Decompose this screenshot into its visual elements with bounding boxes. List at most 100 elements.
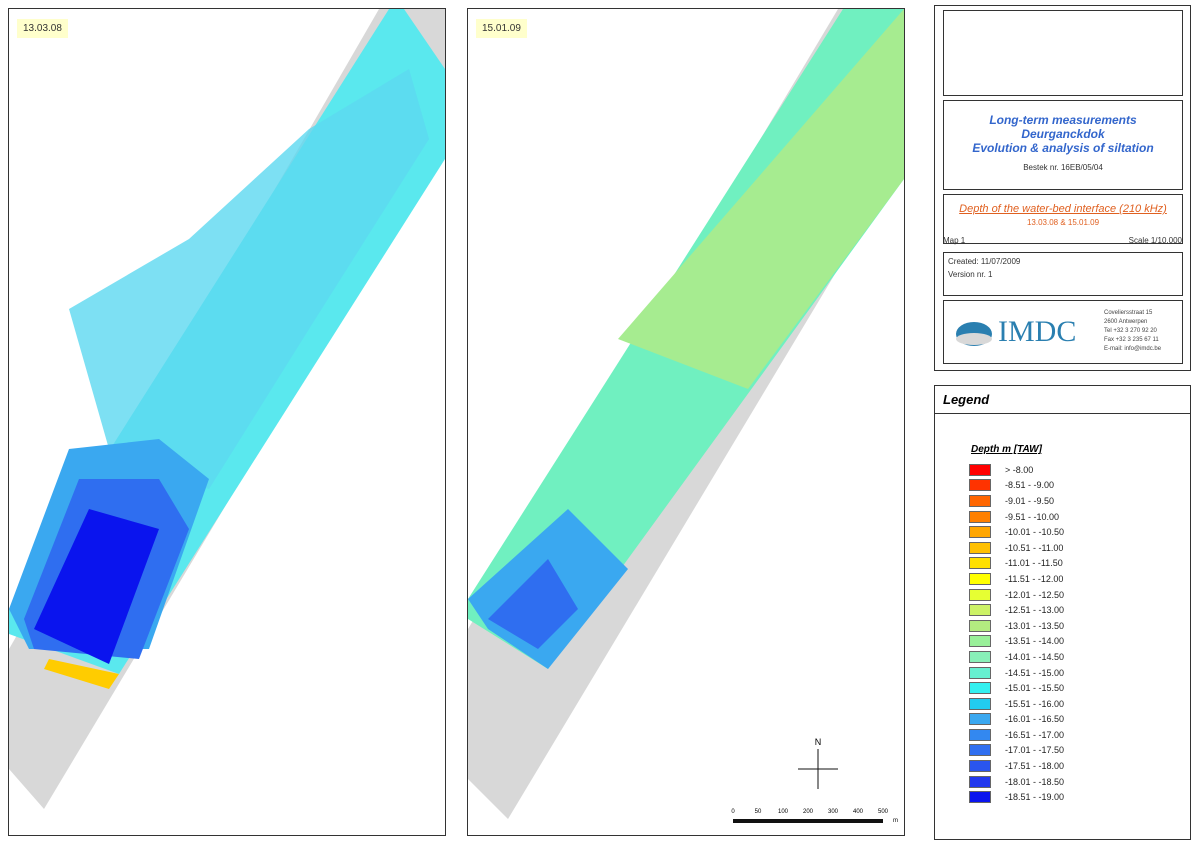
- address-line: Tel +32 3 270 92 20: [1104, 328, 1157, 334]
- scale-label: 300: [828, 809, 839, 815]
- legend-item: -12.51 - -13.00: [969, 602, 1064, 618]
- legend-item: -10.01 - -10.50: [969, 524, 1064, 540]
- company: IMDC: [998, 315, 1077, 348]
- legend-item: -13.51 - -14.00: [969, 634, 1064, 650]
- legend-swatch: [969, 463, 991, 476]
- legend-swatch: [969, 479, 991, 492]
- legend-swatch: [969, 494, 991, 507]
- legend-item: -16.51 - -17.00: [969, 727, 1064, 743]
- legend-label: -10.01 - -10.50: [1005, 527, 1065, 538]
- legend-label: -15.51 - -16.00: [1005, 698, 1065, 709]
- legend-label: -14.51 - -15.00: [1005, 667, 1065, 678]
- legend-label: -18.51 - -19.00: [1005, 792, 1065, 803]
- title-block: Long-term measurements Deurganckdok Evolut…: [934, 5, 1191, 371]
- legend-label: -13.51 - -14.00: [1005, 636, 1065, 647]
- legend-swatch: [969, 604, 991, 617]
- legend-item: -14.51 - -15.00: [969, 665, 1064, 681]
- version: Version nr. 1: [948, 270, 993, 279]
- legend-swatch: [969, 541, 991, 554]
- legend-swatch: [969, 775, 991, 788]
- map-number: Map 1: [943, 236, 966, 245]
- legend-item: -17.01 - -17.50: [969, 743, 1064, 759]
- legend-label: -12.51 - -13.00: [1005, 605, 1065, 616]
- legend-item: -10.51 - -11.00: [969, 540, 1064, 556]
- legend-label: -16.01 - -16.50: [1005, 714, 1065, 725]
- legend-item: -15.01 - -15.50: [969, 680, 1064, 696]
- legend-item: -16.01 - -16.50: [969, 712, 1064, 728]
- legend-label: -15.01 - -15.50: [1005, 683, 1065, 694]
- legend-label: -14.01 - -14.50: [1005, 651, 1065, 662]
- legend-swatch: [969, 557, 991, 570]
- legend-swatch: [969, 728, 991, 741]
- legend-swatch: [969, 713, 991, 726]
- legend-swatch: [969, 619, 991, 632]
- legend: Legend Depth m [TAW] > -8.00 -8.51 - -9.0…: [934, 385, 1191, 840]
- legend-label: -11.51 - -12.00: [1005, 573, 1064, 584]
- map-date: 13.03.08: [17, 19, 68, 38]
- legend-heading: Depth m [TAW]: [971, 444, 1042, 455]
- project-line: Evolution & analysis of siltation: [972, 141, 1154, 155]
- legend-item: -14.01 - -14.50: [969, 649, 1064, 665]
- meta-box: Created: 11/07/2009 Version nr. 1: [943, 252, 1183, 296]
- scale-label: 500: [878, 809, 889, 815]
- logo-area: [943, 10, 1183, 96]
- address-line: 2600 Antwerpen: [1104, 319, 1148, 325]
- legend-item: -12.01 - -12.50: [969, 587, 1064, 603]
- legend-label: -8.51 - -9.00: [1005, 480, 1055, 491]
- legend-item: > -8.00: [969, 462, 1064, 478]
- project-box: Long-term measurements Deurganckdok Evolut…: [943, 100, 1183, 190]
- legend-label: -17.01 - -17.50: [1005, 745, 1065, 756]
- project-line: Deurganckdok: [1021, 127, 1105, 141]
- company-box: IMDC Coveliersstraat 15 2600 Antwerpen Tel…: [943, 300, 1183, 364]
- legend-label: -12.01 - -12.50: [1005, 589, 1065, 600]
- legend-item: -18.51 - -19.00: [969, 789, 1064, 805]
- legend-item: -15.51 - -16.00: [969, 696, 1064, 712]
- scale-label: 0: [731, 809, 735, 815]
- address-line: Coveliersstraat 15: [1104, 310, 1153, 316]
- legend-swatch: [969, 697, 991, 710]
- logo: [956, 322, 992, 346]
- legend-title: Legend: [935, 386, 1190, 414]
- north-label: N: [815, 737, 822, 747]
- created: Created: 11/07/2009: [948, 257, 1021, 266]
- legend-item: -17.51 - -18.00: [969, 758, 1064, 774]
- scale-unit: m: [893, 818, 898, 824]
- legend-item: -11.51 - -12.00: [969, 571, 1064, 587]
- address-line: E-mail: info@imdc.be: [1104, 346, 1162, 352]
- legend-item: -13.01 - -13.50: [969, 618, 1064, 634]
- map-panel: N 0 50 100 200 300 400 500 m 15.01.09: [467, 8, 905, 836]
- project-line: Long-term measurements: [989, 113, 1137, 127]
- scale-label: 100: [778, 809, 789, 815]
- legend-label: > -8.00: [1005, 464, 1034, 475]
- legend-label: -13.01 - -13.50: [1005, 620, 1065, 631]
- address-line: Fax +32 3 235 67 11: [1104, 337, 1159, 343]
- legend-swatch: [969, 588, 991, 601]
- scale-label: 400: [853, 809, 864, 815]
- legend-item: -9.51 - -10.00: [969, 509, 1064, 525]
- legend-swatch: [969, 572, 991, 585]
- map-dates: 13.03.08 & 15.01.09: [1026, 218, 1100, 227]
- legend-label: -18.01 - -18.50: [1005, 776, 1065, 787]
- legend-label: -11.01 - -11.50: [1005, 558, 1063, 569]
- legend-item: -8.51 - -9.00: [969, 478, 1064, 494]
- legend-swatch: [969, 791, 991, 804]
- map: [9, 9, 445, 809]
- legend-label: -16.51 - -17.00: [1005, 729, 1065, 740]
- legend-swatch: [969, 526, 991, 539]
- legend-swatch: [969, 635, 991, 648]
- legend-swatch: [969, 682, 991, 695]
- map-date: 15.01.09: [476, 19, 527, 38]
- north-arrow: [798, 749, 838, 789]
- legend-label: -9.51 - -10.00: [1005, 511, 1060, 522]
- legend-swatch: [969, 760, 991, 773]
- legend-item: -18.01 - -18.50: [969, 774, 1064, 790]
- scale-label: 200: [803, 809, 814, 815]
- legend-swatch: [969, 666, 991, 679]
- legend-label: -9.01 - -9.50: [1005, 495, 1055, 506]
- scale-label: 50: [755, 809, 762, 815]
- map: N 0 50 100 200 300 400 500 m: [468, 9, 904, 824]
- scale: Scale 1/10.000: [1128, 236, 1182, 245]
- legend-swatch: [969, 510, 991, 523]
- legend-swatch: [969, 744, 991, 757]
